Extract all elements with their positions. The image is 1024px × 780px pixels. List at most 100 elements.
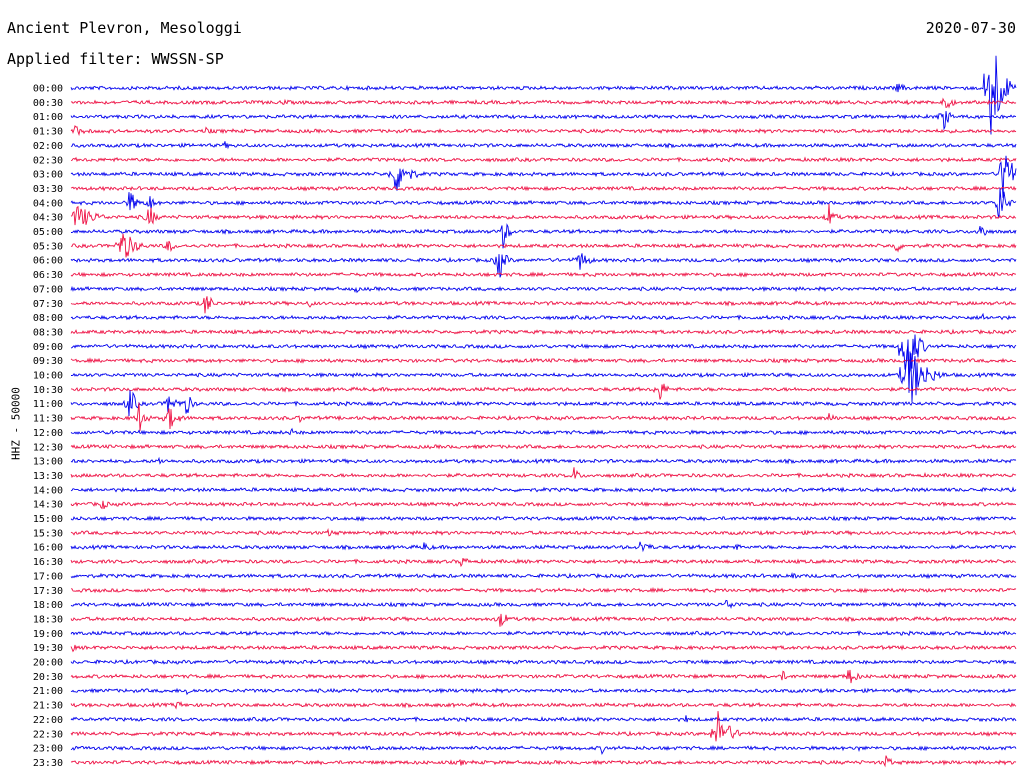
- row-time-label: 23:30: [33, 758, 63, 769]
- row-time-label: 09:30: [33, 356, 63, 367]
- trace-row-0000: [70, 55, 1017, 135]
- trace-row-0130: [70, 124, 1017, 137]
- row-time-label: 06:00: [33, 256, 63, 267]
- trace-row-2300: [70, 744, 1017, 756]
- trace-row-1900: [70, 629, 1017, 637]
- row-time-label: 01:30: [33, 127, 63, 138]
- row-time-label: 01:00: [33, 112, 63, 123]
- row-time-label: 21:30: [33, 701, 63, 712]
- row-time-label: 03:30: [33, 184, 63, 195]
- trace-row-0730: [70, 296, 1017, 314]
- trace-row-0230: [70, 156, 1017, 163]
- row-time-label: 15:30: [33, 528, 63, 539]
- row-time-label: 14:30: [33, 500, 63, 511]
- row-time-label: 12:00: [33, 428, 63, 439]
- trace-row-1530: [70, 527, 1017, 537]
- row-time-label: 00:30: [33, 98, 63, 109]
- trace-row-1130: [70, 402, 1017, 431]
- trace-row-2330: [70, 755, 1017, 768]
- row-time-label: 17:30: [33, 586, 63, 597]
- filter-label: Applied filter: WWSSN-SP: [7, 50, 224, 68]
- row-time-label: 10:00: [33, 371, 63, 382]
- trace-row-0800: [70, 312, 1017, 321]
- row-time-label: 10:30: [33, 385, 63, 396]
- trace-row-2230: [70, 711, 1017, 742]
- row-time-label: 03:00: [33, 170, 63, 181]
- trace-row-1100: [70, 390, 1017, 417]
- row-time-label: 12:30: [33, 442, 63, 453]
- row-time-label: 08:00: [33, 313, 63, 324]
- row-time-label: 07:00: [33, 284, 63, 295]
- trace-row-1330: [70, 467, 1017, 479]
- trace-row-0930: [70, 357, 1017, 364]
- trace-row-0530: [70, 233, 1017, 258]
- row-time-label: 14:00: [33, 485, 63, 496]
- trace-row-1830: [70, 613, 1017, 627]
- trace-row-1230: [70, 443, 1017, 451]
- trace-row-0430: [70, 203, 1017, 226]
- row-time-label: 08:30: [33, 327, 63, 338]
- trace-row-0400: [70, 187, 1017, 219]
- trace-row-1000: [71, 345, 1017, 403]
- trace-row-0700: [70, 285, 1017, 294]
- trace-row-0630: [70, 271, 1017, 278]
- row-time-label: 20:00: [33, 658, 63, 669]
- trace-row-0830: [70, 328, 1017, 336]
- row-time-label: 18:30: [33, 614, 63, 625]
- row-time-label: 06:30: [33, 270, 63, 281]
- trace-row-2000: [70, 658, 1017, 666]
- row-time-label: 16:30: [33, 557, 63, 568]
- row-time-label: 19:30: [33, 643, 63, 654]
- row-time-label: 09:00: [33, 342, 63, 353]
- trace-row-2200: [70, 715, 1017, 723]
- trace-row-1430: [70, 500, 1017, 510]
- station-title: Ancient Plevron, Mesologgi: [7, 19, 242, 37]
- trace-row-1400: [70, 486, 1017, 493]
- trace-row-1200: [70, 427, 1017, 436]
- row-time-label: 18:00: [33, 600, 63, 611]
- date-label: 2020-07-30: [925, 19, 1016, 37]
- trace-row-0100: [70, 111, 1017, 131]
- row-time-label: 00:00: [33, 84, 63, 95]
- trace-row-1030: [70, 383, 1017, 400]
- trace-row-1700: [70, 571, 1017, 580]
- trace-row-1930: [70, 644, 1017, 653]
- trace-row-1600: [70, 541, 1017, 553]
- row-time-label: 23:00: [33, 744, 63, 755]
- trace-row-2030: [70, 669, 1017, 684]
- trace-row-0500: [71, 223, 1017, 249]
- row-time-label: 11:30: [33, 414, 63, 425]
- row-time-label: 04:30: [33, 213, 63, 224]
- trace-row-1300: [70, 456, 1017, 465]
- row-time-label: 22:30: [33, 729, 63, 740]
- trace-row-1630: [70, 557, 1017, 568]
- trace-row-2100: [70, 687, 1017, 696]
- row-time-label: 20:30: [33, 672, 63, 683]
- row-time-label: 16:00: [33, 543, 63, 554]
- row-time-label: 05:30: [33, 241, 63, 252]
- row-time-label: 15:00: [33, 514, 63, 525]
- trace-row-0600: [70, 253, 1017, 278]
- row-time-label: 13:30: [33, 471, 63, 482]
- row-time-label: 11:00: [33, 399, 63, 410]
- row-time-label: 05:00: [33, 227, 63, 238]
- row-time-label: 17:00: [33, 571, 63, 582]
- row-time-label: 04:00: [33, 198, 63, 209]
- row-time-label: 07:30: [33, 299, 63, 310]
- trace-row-1500: [70, 515, 1017, 522]
- trace-row-1730: [71, 586, 1017, 594]
- trace-row-0900: [70, 334, 1017, 376]
- row-time-label: 19:00: [33, 629, 63, 640]
- row-time-label: 21:00: [33, 686, 63, 697]
- row-time-label: 13:00: [33, 457, 63, 468]
- trace-row-0030: [70, 97, 1017, 109]
- trace-row-2130: [70, 700, 1017, 710]
- trace-row-0300: [70, 155, 1017, 198]
- trace-row-1800: [70, 599, 1017, 609]
- row-time-label: 22:00: [33, 715, 63, 726]
- trace-row-0200: [70, 141, 1017, 150]
- trace-row-0330: [70, 185, 1017, 192]
- row-time-label: 02:00: [33, 141, 63, 152]
- row-time-label: 02:30: [33, 155, 63, 166]
